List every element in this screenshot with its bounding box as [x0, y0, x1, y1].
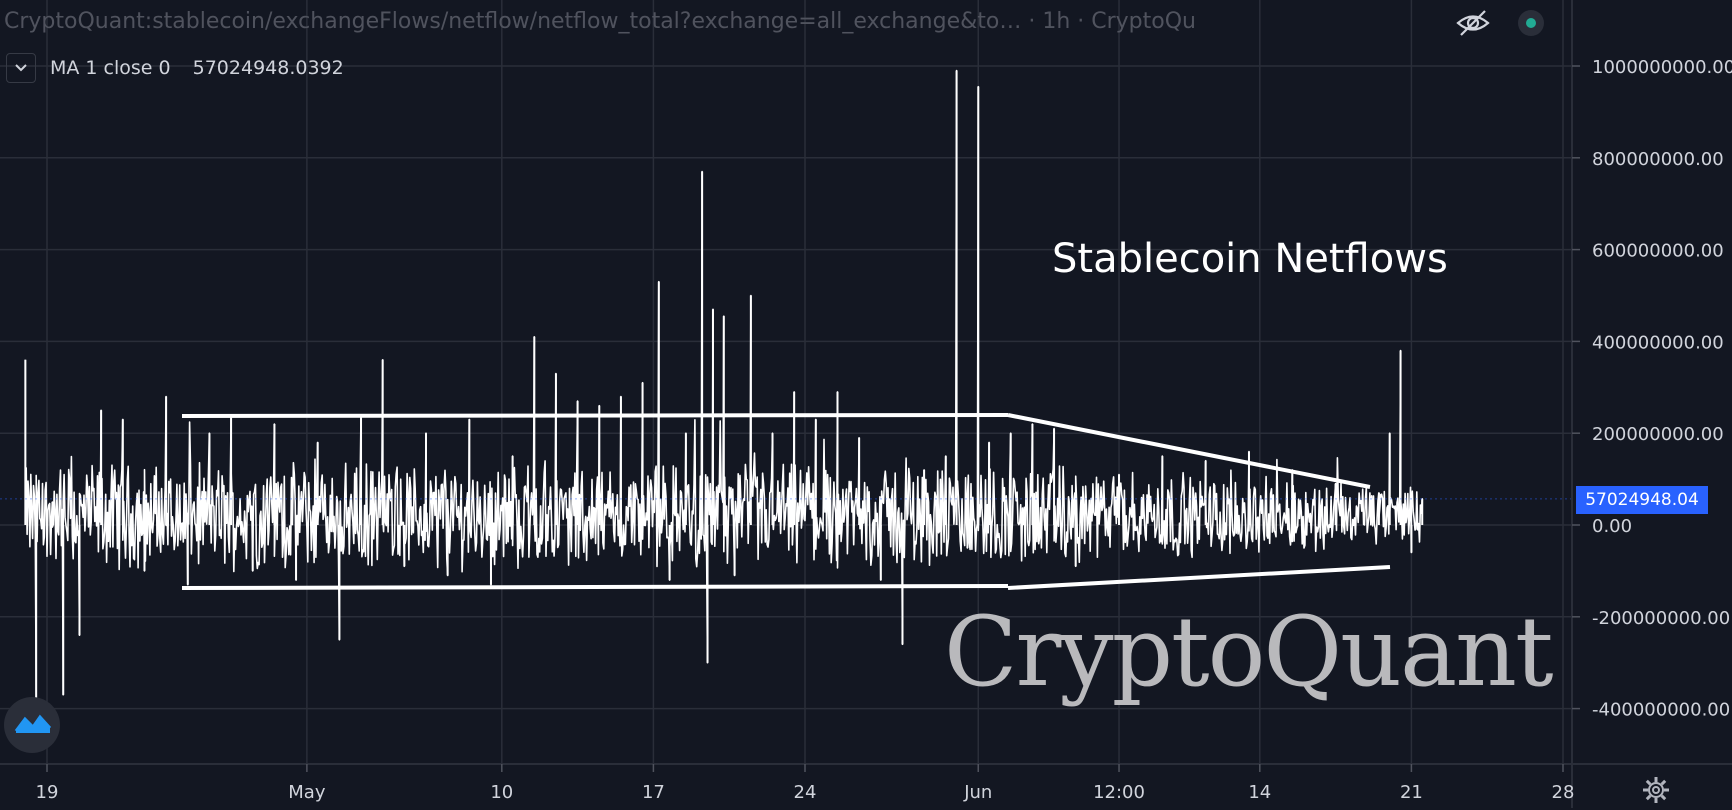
chart-header: CryptoQuant:stablecoin/exchangeFlows/net…	[0, 0, 1572, 48]
y-tick-label: 600000000.00	[1592, 241, 1724, 262]
trend-line-upper-flat	[181, 413, 1009, 418]
trend-line-upper-falling	[1007, 413, 1371, 489]
x-tick-label: 14	[1248, 782, 1271, 803]
trend-line-lower-flat	[181, 584, 1009, 590]
y-tick-label: 800000000.00	[1592, 149, 1724, 170]
trend-line-lower-rising	[1007, 565, 1391, 590]
time-axis: 19 May 10 17 24 Jun 12:00 14 21 28	[36, 764, 1575, 803]
price-axis: 1000000000.00 800000000.00 600000000.00 400…	[1572, 57, 1732, 721]
y-tick-label: -400000000.00	[1592, 700, 1730, 721]
x-tick-label: Jun	[963, 782, 992, 803]
indicator-value: 57024948.0392	[192, 57, 344, 79]
y-tick-label: -200000000.00	[1592, 608, 1730, 629]
x-tick-label: 24	[794, 782, 817, 803]
cryptoquant-watermark: CryptoQuant	[944, 596, 1554, 708]
chart-annotation: Stablecoin Netflows	[1052, 236, 1448, 282]
trend-lines	[181, 413, 1391, 590]
x-tick-label: 17	[642, 782, 665, 803]
y-tick-label: 1000000000.00	[1592, 57, 1732, 78]
netflow-line	[24, 69, 1423, 701]
indicator-label: MA 1 close 0	[50, 57, 171, 79]
status-dot	[1518, 10, 1544, 36]
eye-off-icon[interactable]	[1455, 8, 1491, 38]
x-tick-label: 19	[36, 782, 59, 803]
netflow-series	[0, 69, 1572, 701]
last-value-tag: 57024948.04	[1576, 486, 1708, 514]
x-tick-label: 12:00	[1093, 782, 1145, 803]
gear-icon[interactable]	[1640, 774, 1672, 806]
x-tick-label: 21	[1400, 782, 1423, 803]
tradingview-logo-icon[interactable]	[4, 697, 60, 753]
y-tick-label: 400000000.00	[1592, 332, 1724, 353]
y-tick-label: 0.00	[1592, 516, 1632, 537]
chevron-down-icon[interactable]	[6, 53, 36, 83]
x-tick-label: May	[288, 782, 326, 803]
x-tick-label: 28	[1552, 782, 1575, 803]
y-tick-label: 200000000.00	[1592, 424, 1724, 445]
x-tick-label: 10	[490, 782, 513, 803]
indicator-legend: MA 1 close 0 57024948.0392	[6, 52, 344, 84]
chart-title: CryptoQuant:stablecoin/exchangeFlows/net…	[4, 9, 1196, 34]
